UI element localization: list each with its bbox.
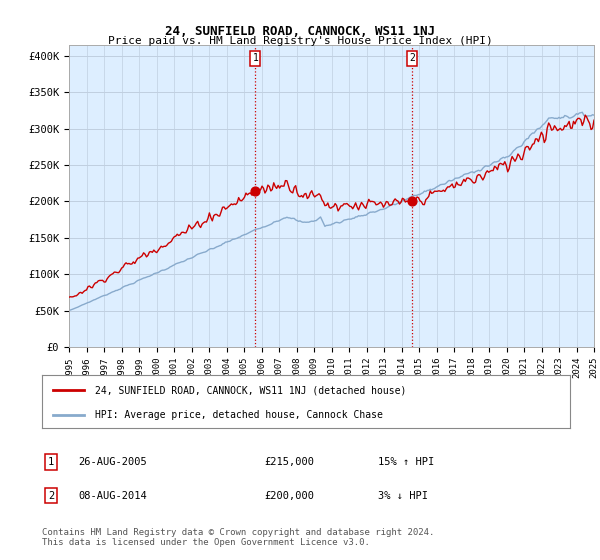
Text: 3% ↓ HPI: 3% ↓ HPI xyxy=(378,491,428,501)
Text: HPI: Average price, detached house, Cannock Chase: HPI: Average price, detached house, Cann… xyxy=(95,410,383,420)
Text: £200,000: £200,000 xyxy=(264,491,314,501)
Text: 2: 2 xyxy=(48,491,54,501)
Text: 24, SUNFIELD ROAD, CANNOCK, WS11 1NJ: 24, SUNFIELD ROAD, CANNOCK, WS11 1NJ xyxy=(165,25,435,38)
Point xyxy=(407,197,417,206)
Point xyxy=(251,186,260,195)
Text: 24, SUNFIELD ROAD, CANNOCK, WS11 1NJ (detached house): 24, SUNFIELD ROAD, CANNOCK, WS11 1NJ (de… xyxy=(95,385,406,395)
Text: 1: 1 xyxy=(48,457,54,467)
Text: £215,000: £215,000 xyxy=(264,457,314,467)
Text: 15% ↑ HPI: 15% ↑ HPI xyxy=(378,457,434,467)
Text: Price paid vs. HM Land Registry's House Price Index (HPI): Price paid vs. HM Land Registry's House … xyxy=(107,36,493,46)
Text: 2: 2 xyxy=(409,53,415,63)
Text: Contains HM Land Registry data © Crown copyright and database right 2024.
This d: Contains HM Land Registry data © Crown c… xyxy=(42,528,434,547)
Text: 08-AUG-2014: 08-AUG-2014 xyxy=(78,491,147,501)
Text: 26-AUG-2005: 26-AUG-2005 xyxy=(78,457,147,467)
Text: 1: 1 xyxy=(253,53,259,63)
